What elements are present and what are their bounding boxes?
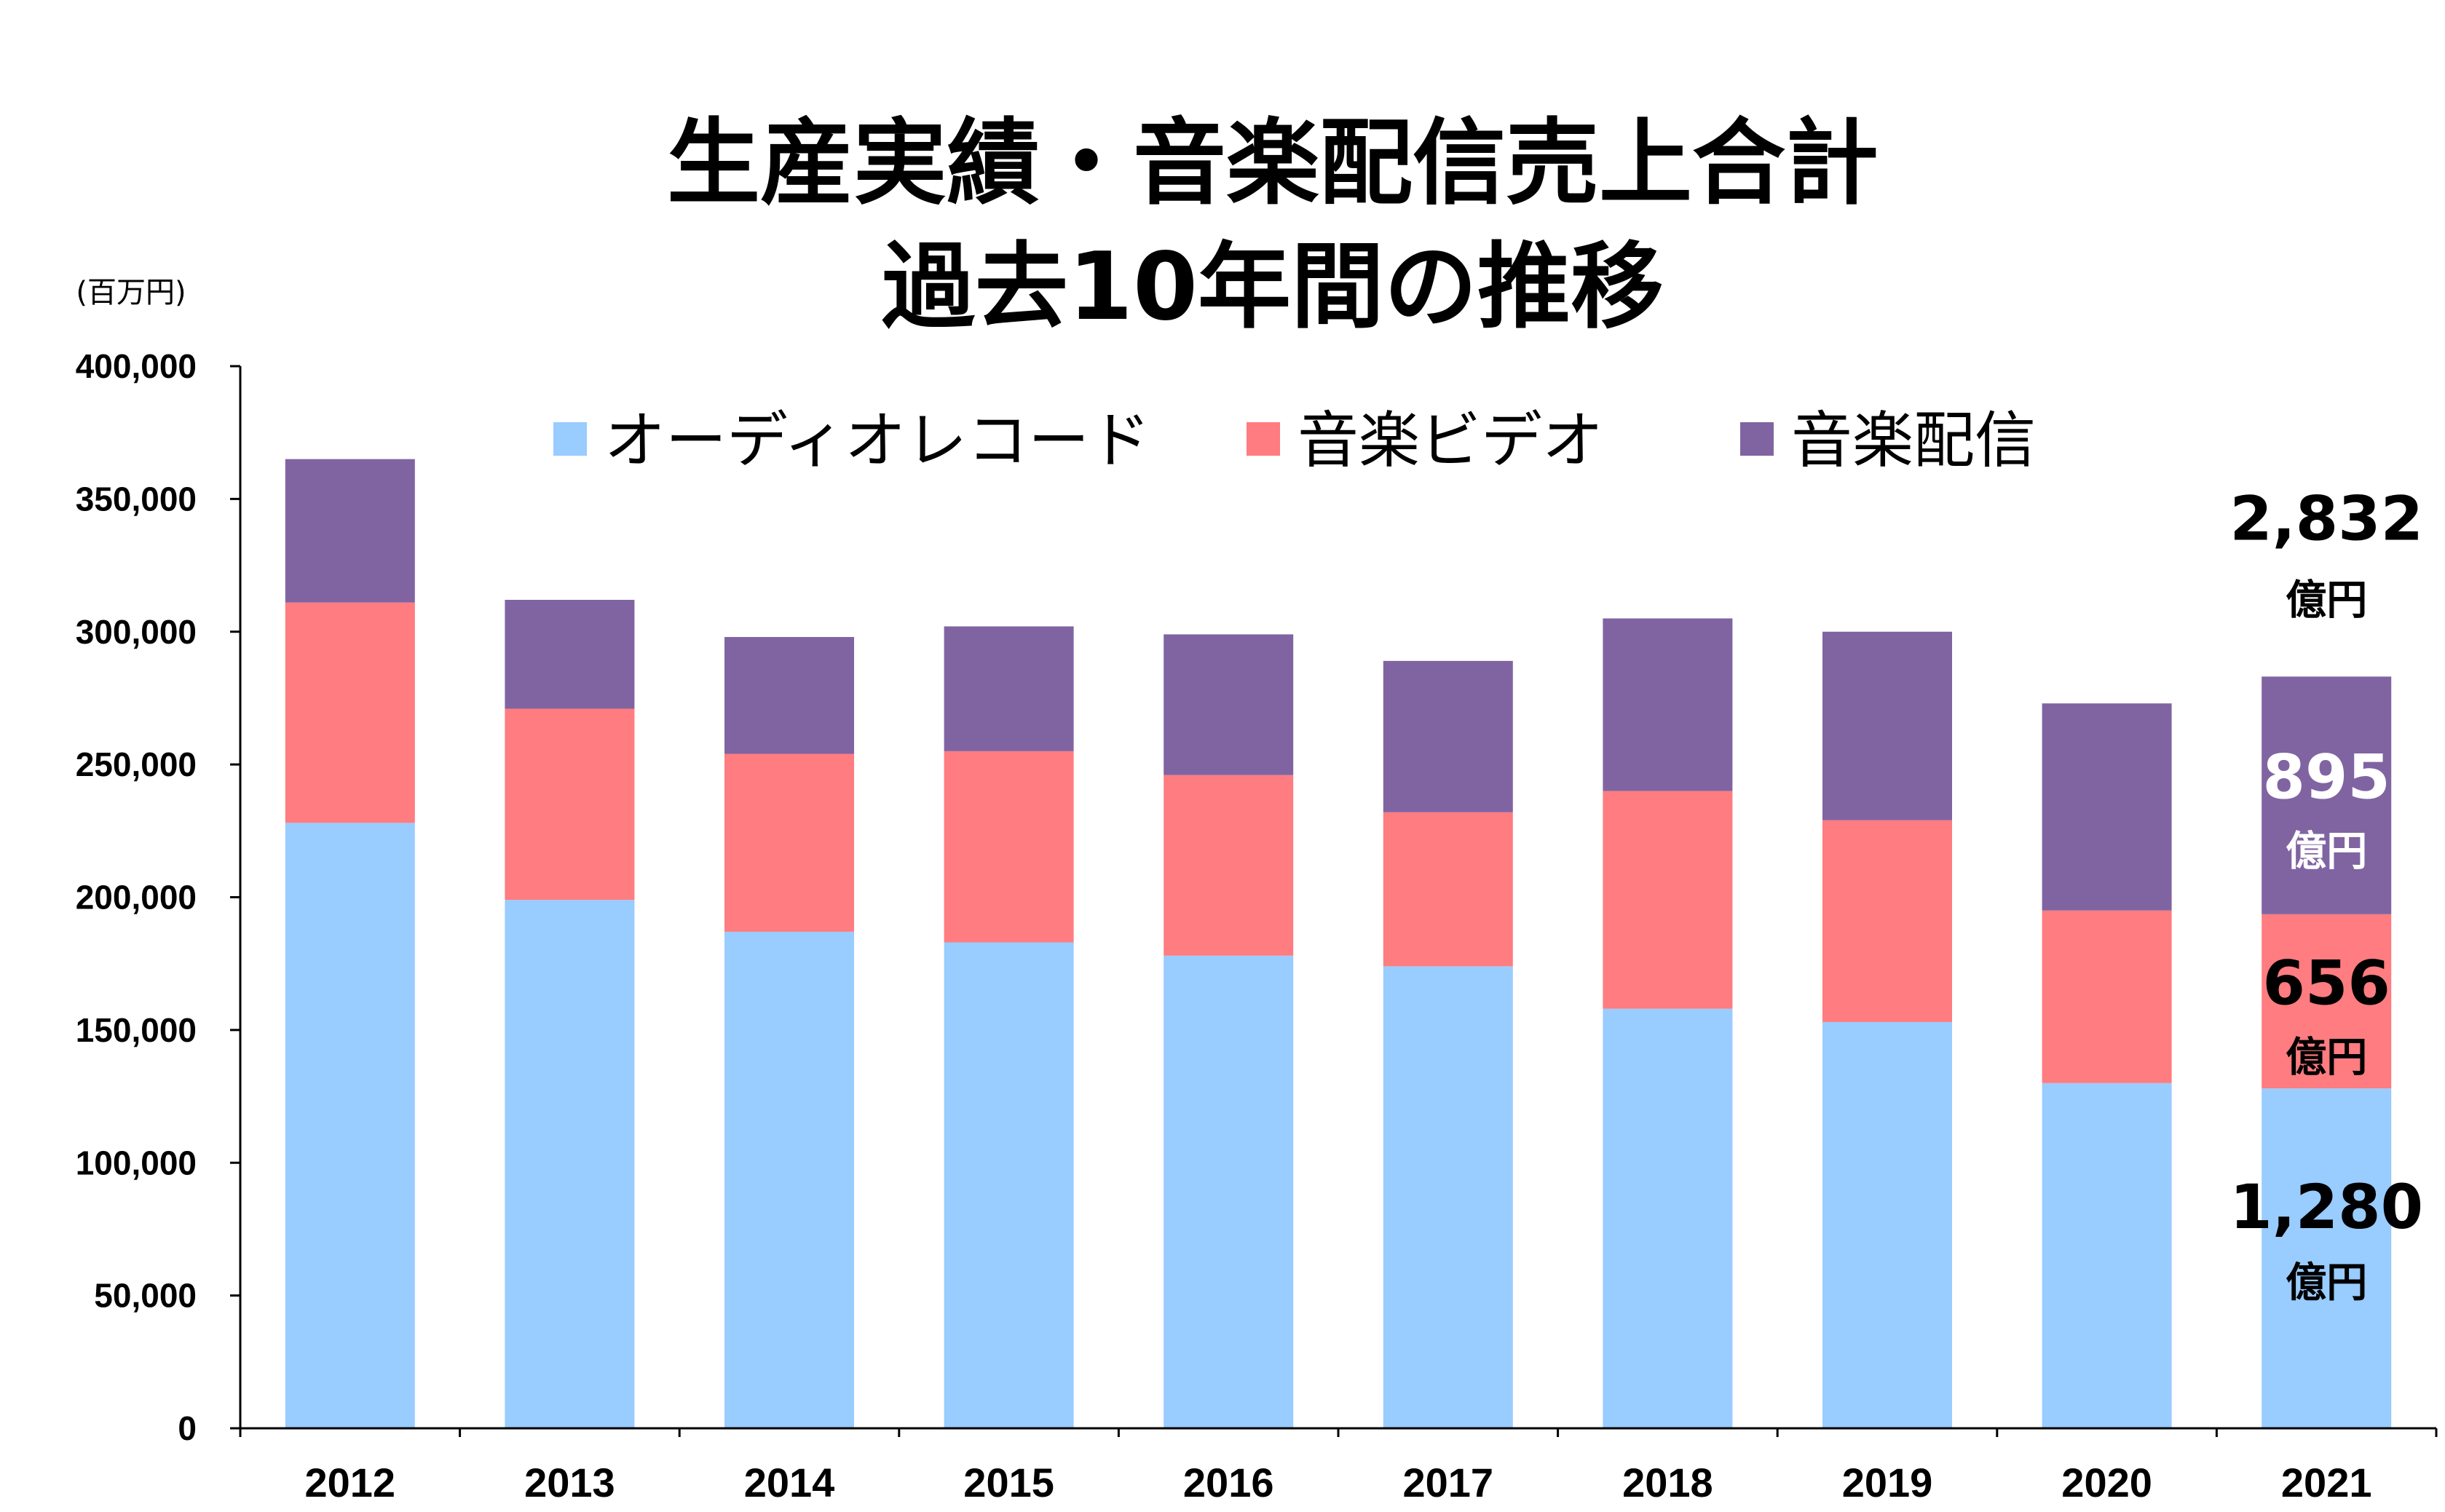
annotation-unit-0: 億円 (2286, 577, 2367, 624)
chart-title-line-1: 生産実績・音楽配信売上合計 (667, 109, 1879, 218)
annotation-unit-3: 億円 (2286, 1259, 2367, 1307)
x-tick-label-2020: 2020 (2061, 1460, 2152, 1505)
y-tick-label: 150,000 (76, 1011, 197, 1049)
bar-2016-series-1 (1164, 775, 1294, 956)
bar-2013-series-2 (505, 599, 635, 709)
bar-2015-series-0 (944, 942, 1074, 1428)
legend-swatch-2 (1740, 422, 1774, 456)
annotation-unit-2: 億円 (2286, 1034, 2367, 1081)
bar-2015-series-2 (944, 626, 1074, 751)
x-tick-label-2018: 2018 (1622, 1460, 1713, 1505)
annotation-value---2: 656 (2263, 947, 2390, 1018)
bar-2016-series-0 (1164, 955, 1294, 1428)
y-tick-label: 200,000 (76, 879, 197, 917)
legend: オーディオレコード 音楽ビデオ 音楽配信 (553, 405, 2036, 476)
bar-2019-series-2 (1822, 631, 1952, 820)
x-tick-label-2014: 2014 (744, 1460, 835, 1505)
bar-2017-series-2 (1383, 660, 1513, 812)
x-tick-label-2017: 2017 (1403, 1460, 1494, 1505)
annotation-value---3: 1,280 (2229, 1171, 2423, 1243)
annotation-value---1: 895 (2263, 742, 2390, 813)
bar-2014-series-2 (724, 637, 854, 754)
y-tick-label: 50,000 (94, 1277, 197, 1315)
axes-layer: 0 50,000 100,000 150,000 200,000 250,000 300,0… (76, 347, 2438, 1505)
x-tick-label-2019: 2019 (1842, 1460, 1933, 1505)
y-tick-label: 0 (178, 1409, 197, 1447)
bar-2019-series-1 (1822, 820, 1952, 1022)
bar-2018-series-2 (1603, 618, 1733, 791)
bar-2013-series-0 (505, 900, 635, 1428)
bars-layer (285, 459, 2392, 1428)
x-tick-label-2012: 2012 (305, 1460, 396, 1505)
y-tick-label: 100,000 (76, 1144, 197, 1182)
bar-2020-series-2 (2042, 703, 2172, 911)
bar-2018-series-1 (1603, 791, 1733, 1009)
x-tick-label-2021: 2021 (2281, 1460, 2372, 1505)
bar-2016-series-2 (1164, 634, 1294, 775)
bar-2014-series-1 (724, 753, 854, 932)
bar-2015-series-1 (944, 751, 1074, 943)
annotation-value-total-0: 2,832 (2229, 483, 2423, 554)
x-tick-label-2016: 2016 (1183, 1460, 1274, 1505)
bar-2012-series-1 (285, 602, 415, 823)
y-tick-label: 300,000 (76, 613, 197, 651)
y-axis-unit-label: (百万円) (76, 276, 186, 309)
bar-2019-series-0 (1822, 1021, 1952, 1428)
bar-2012-series-2 (285, 459, 415, 603)
y-tick-label: 250,000 (76, 745, 197, 783)
y-tick-label: 350,000 (76, 480, 197, 518)
bar-2021-series-0 (2262, 1088, 2392, 1428)
bar-2020-series-1 (2042, 910, 2172, 1083)
legend-label-1: 音楽ビデオ (1297, 405, 1603, 476)
bar-2021-series-2 (2262, 676, 2392, 914)
x-tick-label-2013: 2013 (524, 1460, 615, 1505)
bar-2017-series-0 (1383, 966, 1513, 1428)
legend-swatch-0 (553, 422, 587, 456)
annotation-unit-1: 億円 (2286, 828, 2367, 876)
bar-2021-series-1 (2262, 914, 2392, 1089)
bar-2017-series-1 (1383, 812, 1513, 967)
x-tick-label-2015: 2015 (963, 1460, 1054, 1505)
bar-2013-series-1 (505, 708, 635, 901)
legend-label-0: オーディオレコード (604, 405, 1150, 476)
annotations: 2,832 億円 895 億円 656 億円 1,280 億円 (2229, 483, 2423, 1307)
bar-2018-series-0 (1603, 1008, 1733, 1428)
y-tick-label: 400,000 (76, 347, 197, 385)
legend-label-2: 音楽配信 (1791, 405, 2036, 476)
bar-2014-series-0 (724, 931, 854, 1428)
bar-2020-series-0 (2042, 1082, 2172, 1428)
legend-swatch-1 (1247, 422, 1280, 456)
chart-title-line-2: 過去10年間の推移 (882, 233, 1664, 341)
bar-2012-series-0 (285, 823, 415, 1428)
